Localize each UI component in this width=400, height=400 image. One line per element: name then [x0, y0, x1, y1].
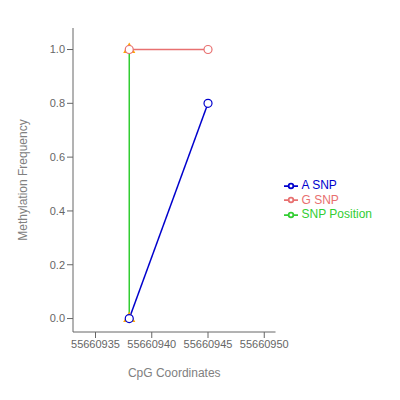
svg-text:0.8: 0.8 [50, 97, 65, 109]
svg-text:Methylation Frequency: Methylation Frequency [16, 119, 30, 240]
svg-text:55660945: 55660945 [184, 338, 233, 350]
svg-text:0.6: 0.6 [50, 151, 65, 163]
svg-text:CpG Coordinates: CpG Coordinates [128, 366, 221, 380]
svg-text:55660940: 55660940 [127, 338, 176, 350]
html-text:SNP Position: SNP Position [301, 207, 372, 222]
svg-text:55660950: 55660950 [240, 338, 289, 350]
svg-text:1.0: 1.0 [50, 43, 65, 55]
svg-text:0.2: 0.2 [50, 259, 65, 271]
svg-text:55660935: 55660935 [71, 338, 120, 350]
html-text:A SNP: A SNP [301, 177, 337, 192]
html-text:G SNP: G SNP [301, 192, 339, 207]
svg-text:0.4: 0.4 [50, 205, 65, 217]
svg-text:0.0: 0.0 [50, 312, 65, 324]
